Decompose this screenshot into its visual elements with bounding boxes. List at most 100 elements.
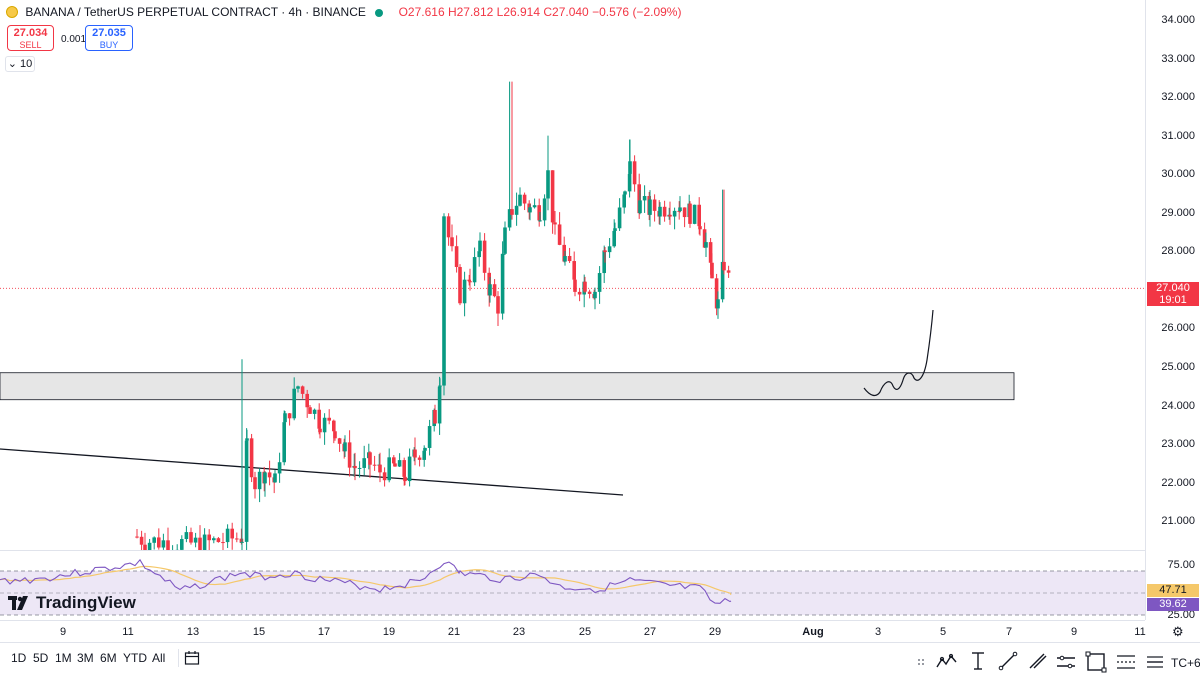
candle[interactable]	[338, 438, 342, 452]
candle[interactable]	[162, 534, 166, 550]
candle[interactable]	[398, 453, 402, 467]
candle[interactable]	[450, 225, 454, 252]
candle[interactable]	[473, 248, 477, 287]
range-button-1m[interactable]: 1M	[55, 651, 72, 665]
candle[interactable]	[653, 194, 657, 221]
candle[interactable]	[573, 278, 577, 296]
candle[interactable]	[373, 456, 377, 471]
candle[interactable]	[387, 448, 391, 482]
candle[interactable]	[558, 212, 562, 245]
candle[interactable]	[518, 187, 522, 206]
candle[interactable]	[288, 413, 292, 426]
candle[interactable]	[633, 155, 637, 191]
long-position-icon[interactable]	[1147, 657, 1163, 667]
pattern-icon[interactable]	[937, 654, 956, 667]
candle[interactable]	[418, 455, 422, 466]
candle[interactable]	[483, 233, 487, 280]
forecast-icon[interactable]	[1117, 656, 1135, 668]
rectangle-icon[interactable]	[1086, 652, 1106, 672]
rsi-indicator[interactable]	[0, 551, 1145, 621]
brush-icon[interactable]	[1030, 654, 1046, 668]
candlestick-chart[interactable]	[0, 0, 1145, 550]
range-button-3m[interactable]: 3M	[77, 651, 94, 665]
candle[interactable]	[148, 539, 152, 550]
sell-button[interactable]: 27.034 SELL	[7, 25, 54, 51]
candle[interactable]	[688, 201, 692, 228]
candle[interactable]	[189, 528, 193, 545]
candle[interactable]	[598, 266, 602, 304]
candle[interactable]	[693, 205, 697, 225]
candle[interactable]	[250, 434, 254, 482]
candle[interactable]	[221, 533, 225, 550]
candle[interactable]	[194, 533, 198, 547]
candle[interactable]	[368, 451, 372, 478]
candle[interactable]	[135, 529, 139, 538]
candle[interactable]	[546, 136, 550, 211]
range-button-all[interactable]: All	[152, 651, 165, 665]
candle[interactable]	[727, 266, 731, 278]
candle[interactable]	[198, 525, 202, 550]
candle[interactable]	[268, 461, 272, 486]
candle[interactable]	[230, 523, 234, 550]
candle[interactable]	[313, 409, 317, 420]
trend-line[interactable]	[0, 449, 623, 495]
candle[interactable]	[428, 420, 432, 456]
candle[interactable]	[572, 251, 576, 279]
candle[interactable]	[166, 528, 170, 550]
candle[interactable]	[508, 82, 512, 231]
candle[interactable]	[278, 453, 282, 483]
candle[interactable]	[442, 213, 446, 395]
candle[interactable]	[663, 201, 667, 222]
candle[interactable]	[157, 528, 161, 549]
candle[interactable]	[608, 238, 612, 258]
range-button-ytd[interactable]: YTD	[123, 651, 147, 665]
candle[interactable]	[673, 208, 677, 230]
candle[interactable]	[152, 536, 156, 549]
candle[interactable]	[628, 140, 632, 175]
candle[interactable]	[235, 533, 239, 543]
candle[interactable]	[543, 194, 547, 226]
buy-button[interactable]: 27.035 BUY	[85, 25, 133, 51]
candle[interactable]	[327, 409, 331, 424]
candle[interactable]	[503, 222, 507, 255]
symbol-title[interactable]: BANANA / TetherUS PERPETUAL CONTRACT · 4…	[25, 5, 366, 19]
candle[interactable]	[515, 193, 519, 226]
main-chart-pane[interactable]	[0, 0, 1145, 550]
candle[interactable]	[496, 291, 500, 326]
candle[interactable]	[433, 405, 437, 424]
range-button-5d[interactable]: 5D	[33, 651, 48, 665]
candle[interactable]	[447, 213, 451, 246]
candle[interactable]	[568, 248, 572, 263]
candle[interactable]	[643, 185, 647, 213]
candle[interactable]	[226, 524, 230, 548]
candle[interactable]	[683, 207, 687, 227]
candle[interactable]	[408, 449, 412, 487]
candle[interactable]	[588, 290, 592, 299]
candle[interactable]	[510, 82, 514, 220]
candle[interactable]	[523, 193, 527, 210]
candle[interactable]	[180, 535, 184, 550]
indicator-toggle[interactable]: ⌄ 10	[5, 56, 35, 72]
candle[interactable]	[463, 272, 467, 317]
axis-settings-gear-icon[interactable]: ⚙	[1172, 624, 1184, 640]
toolbar-handle-icon[interactable]	[918, 659, 924, 665]
support-zone-rectangle[interactable]	[0, 373, 1014, 400]
candle[interactable]	[258, 468, 262, 502]
candle[interactable]	[578, 288, 582, 301]
candle[interactable]	[533, 199, 537, 209]
candle[interactable]	[212, 536, 216, 543]
candle[interactable]	[618, 198, 622, 231]
range-button-1d[interactable]: 1D	[11, 651, 26, 665]
candle[interactable]	[362, 446, 366, 475]
candle[interactable]	[383, 467, 387, 486]
range-button-6m[interactable]: 6M	[100, 651, 117, 665]
candle[interactable]	[458, 264, 462, 305]
candle[interactable]	[323, 413, 327, 445]
candle[interactable]	[493, 279, 497, 297]
line-tool-icon[interactable]	[999, 652, 1017, 670]
candle[interactable]	[273, 470, 277, 483]
rsi-pane[interactable]	[0, 550, 1145, 621]
candle[interactable]	[217, 537, 221, 543]
